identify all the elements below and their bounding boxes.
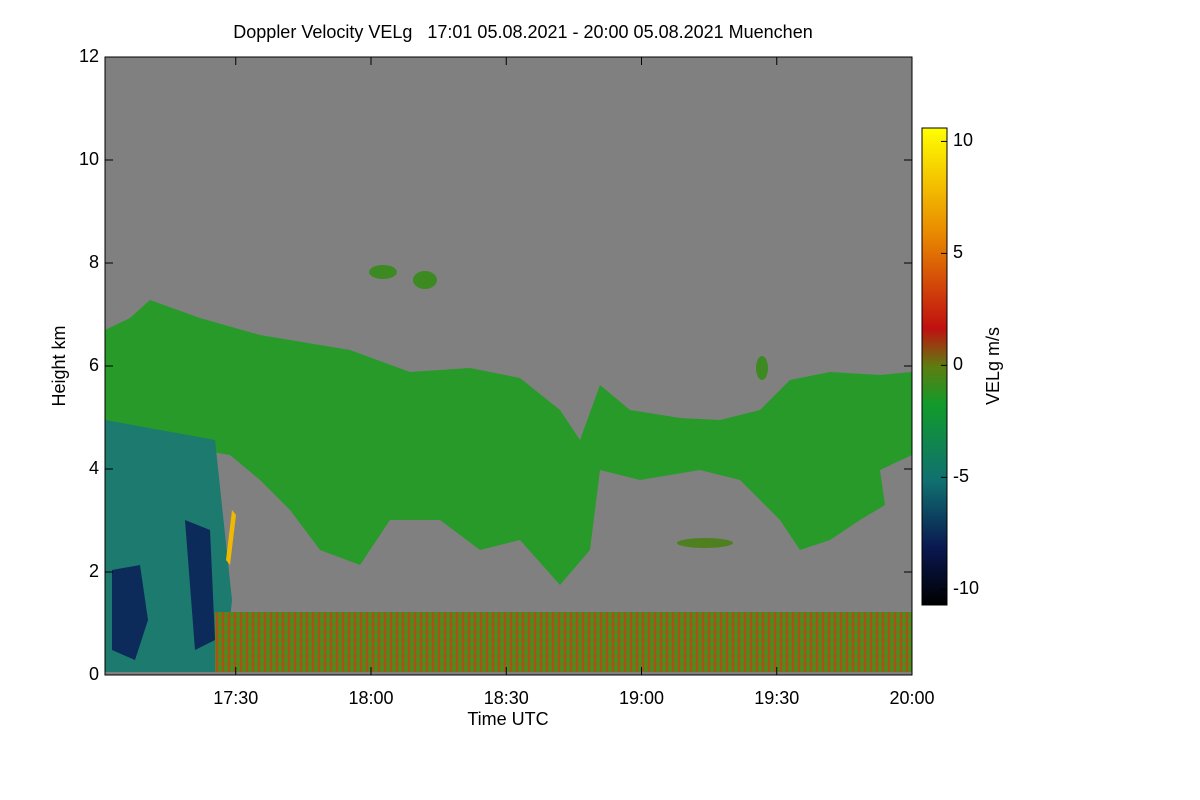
x-axis-label: Time UTC: [467, 709, 548, 729]
small-cloud: [756, 356, 768, 380]
yellow-streak: [226, 510, 236, 565]
x-tick-label: 19:00: [619, 688, 664, 708]
boundary-layer: [215, 612, 912, 672]
x-tick-label: 19:30: [754, 688, 799, 708]
small-cloud: [677, 538, 733, 548]
x-tick-label: 20:00: [889, 688, 934, 708]
colorbar-tick-label: -10: [953, 578, 979, 598]
colorbar: [921, 127, 948, 606]
small-cloud: [369, 265, 397, 279]
colorbar-tick-label: 0: [953, 354, 963, 374]
colorbar-tick-label: 5: [953, 242, 963, 262]
colorbar-tick-label: -5: [953, 466, 969, 486]
colorbar-label: VELg m/s: [983, 327, 1003, 405]
y-tick-label: 0: [89, 664, 99, 684]
cloud-layer: [105, 300, 912, 585]
plot-area: [104, 56, 913, 676]
chart-title: Doppler Velocity VELg 17:01 05.08.2021 -…: [233, 22, 812, 42]
dark-cores: [112, 520, 215, 660]
small-cloud: [413, 271, 437, 289]
y-tick-label: 2: [89, 561, 99, 581]
x-tick-label: 17:30: [213, 688, 258, 708]
y-axis-label: Height km: [49, 325, 69, 406]
y-tick-label: 12: [79, 46, 99, 66]
x-tick-label: 18:00: [348, 688, 393, 708]
x-tick-label: 18:30: [484, 688, 529, 708]
colorbar-tick-label: 10: [953, 130, 973, 150]
y-tick-label: 10: [79, 149, 99, 169]
y-tick-label: 4: [89, 458, 99, 478]
y-tick-label: 8: [89, 252, 99, 272]
y-tick-label: 6: [89, 355, 99, 375]
